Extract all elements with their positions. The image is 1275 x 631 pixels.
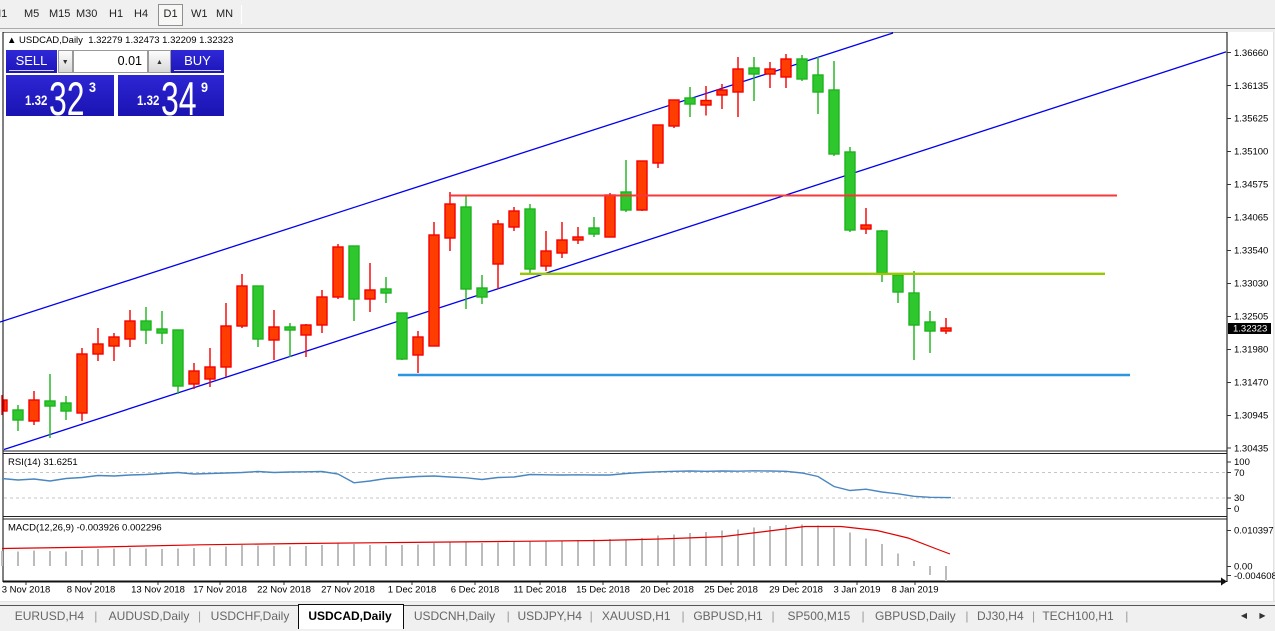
svg-text:30: 30 xyxy=(1234,493,1245,504)
svg-text:3 Nov 2018: 3 Nov 2018 xyxy=(2,585,51,596)
svg-text:1.32505: 1.32505 xyxy=(1234,312,1268,323)
svg-text:25 Dec 2018: 25 Dec 2018 xyxy=(704,585,758,596)
svg-text:-0.004608: -0.004608 xyxy=(1234,571,1275,582)
svg-text:RSI(14) 31.6251: RSI(14) 31.6251 xyxy=(8,457,78,468)
svg-text:MACD(12,26,9) -0.003926 0.0022: MACD(12,26,9) -0.003926 0.002296 xyxy=(8,523,162,534)
svg-text:8 Nov 2018: 8 Nov 2018 xyxy=(67,585,116,596)
svg-text:100: 100 xyxy=(1234,457,1250,468)
svg-text:8 Jan 2019: 8 Jan 2019 xyxy=(891,585,938,596)
svg-text:13 Nov 2018: 13 Nov 2018 xyxy=(131,585,185,596)
svg-text:1 Dec 2018: 1 Dec 2018 xyxy=(388,585,437,596)
svg-text:3 Jan 2019: 3 Jan 2019 xyxy=(833,585,880,596)
svg-text:1.35100: 1.35100 xyxy=(1234,147,1268,158)
svg-text:1.30435: 1.30435 xyxy=(1234,443,1268,454)
svg-text:1.33540: 1.33540 xyxy=(1234,246,1268,257)
svg-text:1.31470: 1.31470 xyxy=(1234,378,1268,389)
svg-text:0.010397: 0.010397 xyxy=(1234,526,1274,537)
svg-text:1.34065: 1.34065 xyxy=(1234,213,1268,224)
svg-text:27 Nov 2018: 27 Nov 2018 xyxy=(321,585,375,596)
svg-text:11 Dec 2018: 11 Dec 2018 xyxy=(513,585,566,596)
svg-text:29 Dec 2018: 29 Dec 2018 xyxy=(769,585,823,596)
svg-text:6 Dec 2018: 6 Dec 2018 xyxy=(451,585,500,596)
svg-text:15 Dec 2018: 15 Dec 2018 xyxy=(576,585,630,596)
svg-text:1.34575: 1.34575 xyxy=(1234,180,1268,191)
svg-text:1.33030: 1.33030 xyxy=(1234,279,1268,290)
svg-text:17 Nov 2018: 17 Nov 2018 xyxy=(193,585,247,596)
svg-text:1.36660: 1.36660 xyxy=(1234,48,1268,59)
svg-text:22 Nov 2018: 22 Nov 2018 xyxy=(257,585,311,596)
svg-text:1.30945: 1.30945 xyxy=(1234,411,1268,422)
svg-text:0: 0 xyxy=(1234,504,1239,515)
svg-text:1.35625: 1.35625 xyxy=(1234,114,1268,125)
svg-text:1.31980: 1.31980 xyxy=(1234,345,1268,356)
svg-text:1.32323: 1.32323 xyxy=(1233,324,1267,335)
svg-text:0.00: 0.00 xyxy=(1234,562,1253,573)
svg-text:20 Dec 2018: 20 Dec 2018 xyxy=(640,585,694,596)
svg-text:70: 70 xyxy=(1234,468,1245,479)
svg-text:1.36135: 1.36135 xyxy=(1234,81,1268,92)
